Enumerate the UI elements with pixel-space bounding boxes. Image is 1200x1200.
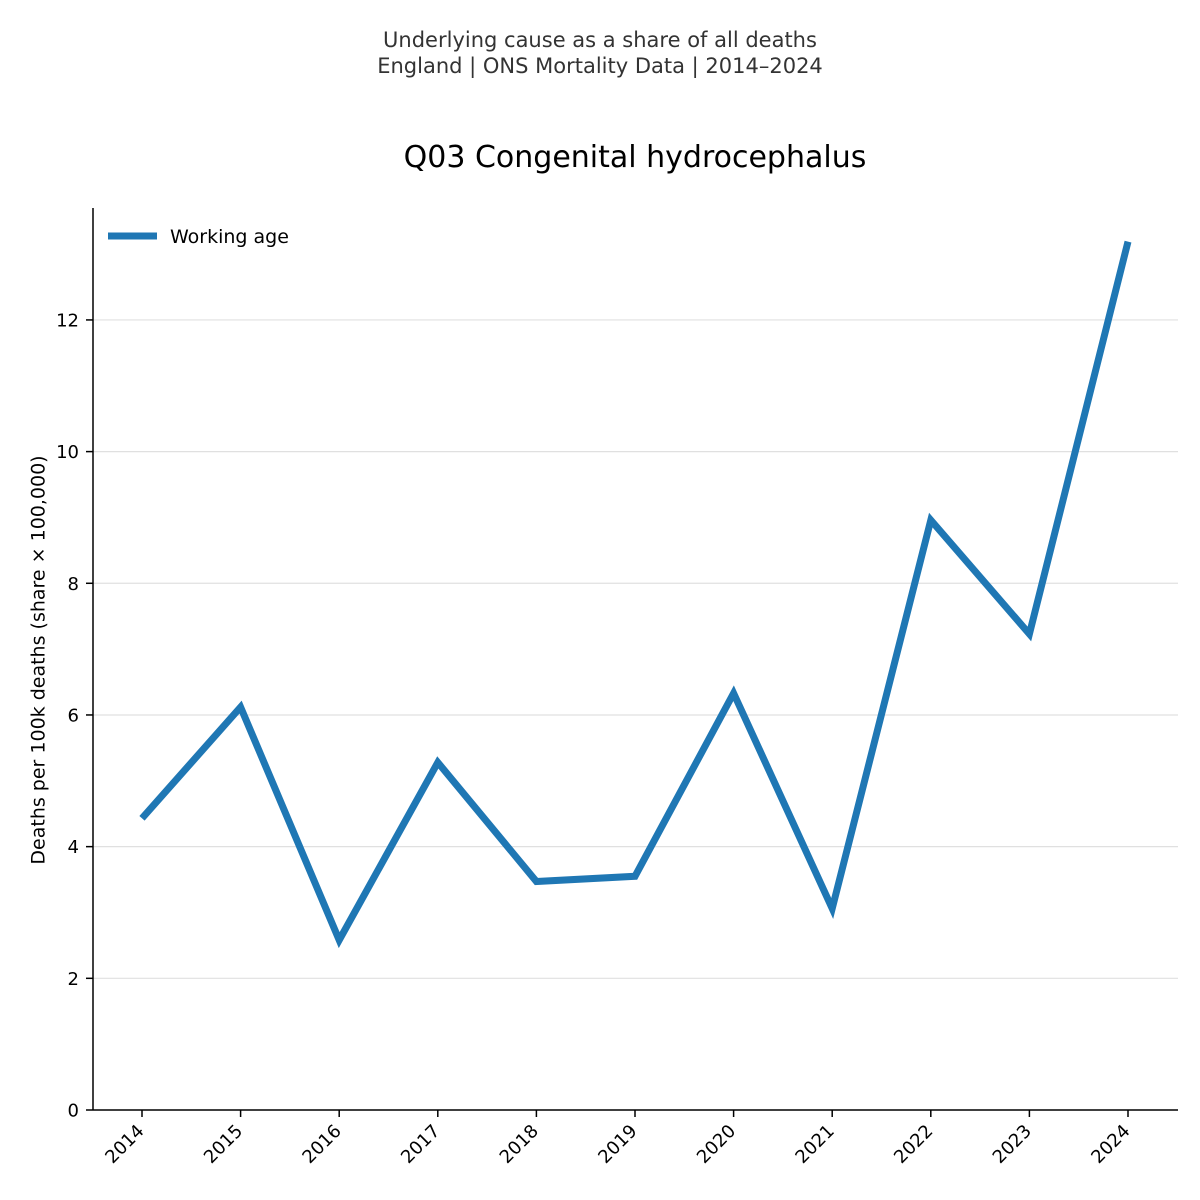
x-tick-label-2024: 2024 — [1087, 1121, 1134, 1168]
series-line-0 — [139, 240, 1132, 949]
x-tick-label-2018: 2018 — [496, 1121, 543, 1168]
x-tick-label-2022: 2022 — [890, 1121, 937, 1168]
x-tick-label-2015: 2015 — [200, 1121, 247, 1168]
y-tick-label-8: 8 — [68, 574, 79, 595]
x-axis-ticks: 2014 2015 2016 2017 2018 2019 2020 2021 2022 2023… — [101, 1110, 1135, 1168]
legend: Working age — [108, 226, 289, 248]
y-tick-label-0: 0 — [68, 1101, 79, 1122]
y-axis-ticks: 0 2 4 6 8 10 12 — [56, 310, 93, 1122]
x-tick-label-2014: 2014 — [101, 1121, 148, 1168]
x-tick-label-2023: 2023 — [989, 1121, 1036, 1168]
x-tick-label-2017: 2017 — [397, 1121, 444, 1168]
y-tick-label-10: 10 — [56, 442, 79, 463]
y-tick-label-2: 2 — [68, 969, 79, 990]
y-tick-label-12: 12 — [56, 310, 79, 331]
x-tick-label-2021: 2021 — [791, 1121, 838, 1168]
series-group — [139, 240, 1132, 949]
y-axis-label: Deaths per 100k deaths (share × 100,000) — [28, 455, 50, 864]
chart-title: Q03 Congenital hydrocephalus — [404, 140, 867, 175]
x-tick-label-2016: 2016 — [298, 1121, 345, 1168]
y-tick-label-6: 6 — [68, 705, 79, 726]
x-tick-label-2019: 2019 — [594, 1121, 641, 1168]
legend-label: Working age — [170, 226, 289, 248]
y-tick-label-4: 4 — [68, 837, 79, 858]
chart-subtitle-line2: England | ONS Mortality Data | 2014–2024 — [377, 54, 823, 79]
x-tick-label-2020: 2020 — [693, 1121, 740, 1168]
gridlines — [93, 319, 1178, 979]
chart-subtitle-line1: Underlying cause as a share of all death… — [383, 28, 817, 52]
